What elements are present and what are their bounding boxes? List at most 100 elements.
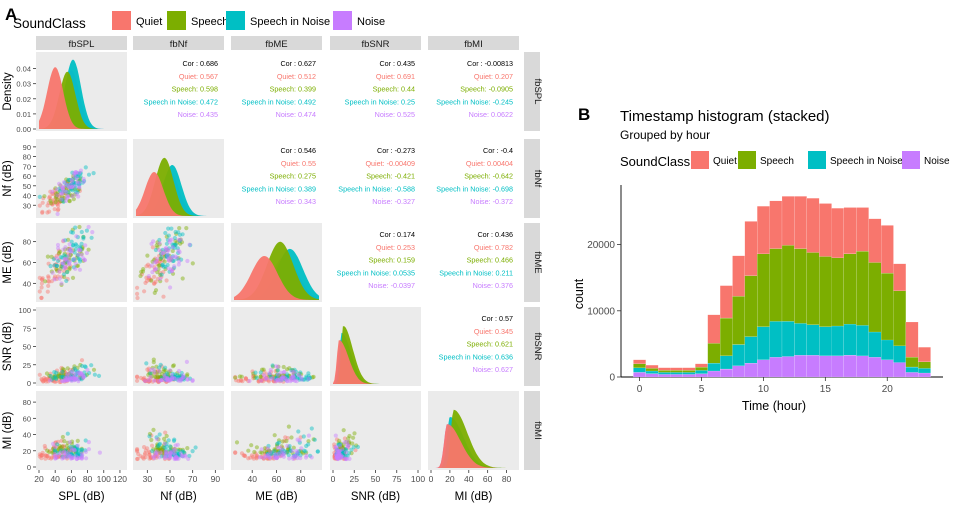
scatter-point: [166, 456, 171, 461]
scatter-point: [140, 455, 145, 460]
x-axis-title-fbMI: MI (dB): [455, 491, 493, 503]
scatter-point: [76, 194, 81, 199]
scatter-point: [73, 181, 78, 186]
scatter-point: [332, 454, 337, 459]
scatter-point: [349, 447, 354, 452]
scatter-point: [56, 447, 61, 452]
scatter-point: [266, 378, 271, 383]
scatter-point: [343, 450, 348, 455]
scatter-point: [41, 378, 46, 384]
cor-overall: Cor : 0.436: [477, 230, 513, 239]
scatter-point: [169, 450, 174, 455]
x-tick-label: 120: [113, 474, 127, 484]
scatter-point: [60, 374, 65, 379]
scatter-point: [166, 378, 171, 383]
scatter-point: [79, 455, 84, 460]
scatter-point: [307, 376, 312, 381]
scatter-point: [164, 254, 169, 259]
bar-quiet: [918, 347, 931, 362]
scatter-point: [336, 451, 341, 456]
scatter-point: [157, 450, 162, 455]
scatter-point: [276, 378, 281, 383]
scatter-point: [48, 197, 53, 202]
scatter-point: [84, 372, 89, 377]
scatter-point: [141, 376, 146, 382]
scatter-point: [64, 451, 69, 456]
scatter-point: [184, 226, 189, 231]
scatter-point: [279, 377, 285, 382]
scatter-point: [338, 450, 343, 455]
scatter-point: [289, 368, 294, 373]
scatter-point: [52, 207, 57, 212]
bar-quiet: [794, 196, 807, 249]
scatter-point: [65, 252, 70, 257]
scatter-point: [283, 377, 288, 382]
scatter-point: [336, 447, 341, 452]
scatter-point: [338, 453, 343, 459]
scatter-point: [172, 245, 177, 250]
scatter-point: [173, 372, 178, 377]
scatter-point: [52, 276, 57, 281]
scatter-point: [172, 376, 177, 381]
scatter-point: [272, 433, 277, 438]
scatter-point: [72, 378, 77, 383]
scatter-point: [52, 447, 57, 452]
scatter-panel-bg: [36, 391, 127, 470]
scatter-point: [158, 375, 163, 380]
scatter-point: [180, 375, 185, 380]
scatter-point: [176, 256, 181, 261]
scatter-point: [73, 368, 78, 373]
scatter-point: [261, 456, 266, 461]
scatter-point: [65, 450, 71, 455]
scatter-point: [161, 454, 166, 459]
x-tick-label: 50: [371, 474, 381, 484]
scatter-point: [60, 261, 65, 266]
scatter-point: [284, 450, 289, 455]
scatter-point: [335, 452, 340, 457]
scatter-point: [160, 263, 165, 268]
scatter-point: [75, 190, 80, 195]
scatter-point: [258, 374, 263, 379]
scatter-point: [55, 263, 60, 268]
scatter-point: [273, 379, 278, 384]
scatter-point: [171, 376, 176, 381]
scatter-point: [83, 373, 88, 378]
legend-key-speech-in-noise: [226, 11, 245, 30]
scatter-point: [60, 264, 65, 269]
scatter-point: [67, 247, 72, 252]
scatter-point: [278, 373, 283, 379]
x-tick-label: 40: [50, 474, 60, 484]
scatter-point: [304, 374, 309, 379]
scatter-point: [151, 456, 156, 461]
scatter-point: [164, 253, 169, 258]
scatter-point: [280, 373, 285, 378]
scatter-point: [75, 235, 80, 240]
scatter-point: [63, 198, 69, 203]
scatter-panel-fbSNR-fbME: [231, 307, 322, 386]
bar-speech-in-noise: [881, 339, 894, 360]
scatter-point: [332, 450, 337, 455]
scatter-point: [180, 376, 185, 381]
scatter-point: [81, 374, 86, 380]
scatter-point: [44, 371, 50, 376]
scatter-point: [162, 449, 167, 454]
cor-class: Speech: 0.275: [270, 172, 316, 181]
scatter-point: [267, 372, 272, 377]
scatter-point: [167, 375, 172, 380]
scatter-point: [70, 243, 76, 248]
scatter-point: [336, 442, 341, 447]
scatter-point: [60, 449, 65, 454]
density-curve-quiet: [136, 172, 221, 216]
scatter-point: [303, 449, 308, 454]
scatter-point: [46, 275, 51, 280]
scatter-point: [64, 377, 69, 382]
bar-speech: [633, 363, 646, 368]
scatter-point: [66, 194, 71, 199]
bar-noise: [645, 373, 659, 378]
scatter-point: [272, 454, 277, 459]
scatter-point: [151, 357, 156, 362]
scatter-point: [269, 451, 274, 457]
scatter-point: [52, 370, 57, 375]
scatter-point: [338, 456, 343, 461]
